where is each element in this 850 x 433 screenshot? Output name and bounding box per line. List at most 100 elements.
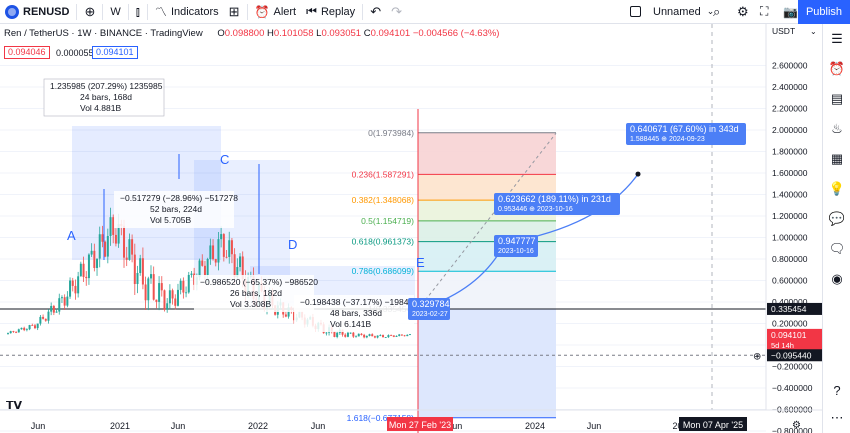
settings-button[interactable]: ⚙ <box>732 0 754 24</box>
time-tick-label: 2024 <box>525 421 545 431</box>
crosshair-price-label: −0.095440 <box>771 350 812 360</box>
chart-type-button[interactable]: ⫾ <box>131 0 145 24</box>
projection-label: 1.588445 ⊕ 2024-09-23 <box>630 136 705 143</box>
candle-body <box>133 254 136 285</box>
legend-close: 0.094101 <box>370 28 411 39</box>
replay-button[interactable]: ⏮ Replay <box>301 0 360 24</box>
notifications-button[interactable]: 🗨 <box>823 234 850 264</box>
hotlists-button[interactable]: ♨ <box>823 114 850 144</box>
candle-body <box>60 297 63 299</box>
candle-body <box>230 240 233 255</box>
projection-label: 0.623662 (189.11%) in 231d <box>498 194 611 204</box>
layout-menu-button[interactable]: Unnamed ⌄ <box>625 0 719 24</box>
candle-body <box>212 245 215 260</box>
sell-price-box[interactable]: 0.094046 <box>4 46 50 59</box>
candle-body <box>93 250 96 268</box>
candle-body <box>333 331 336 337</box>
indicators-button[interactable]: 〽 Indicators <box>150 0 224 24</box>
projection-label: 2023-02-27 <box>412 311 448 318</box>
candle-body <box>368 334 371 336</box>
compare-button[interactable]: ⊕ <box>79 0 100 24</box>
interval-button[interactable]: W <box>105 0 125 24</box>
fib-level-label: 0.786(0.686099) <box>352 266 415 276</box>
redo-icon: ↷ <box>391 3 402 19</box>
candles-icon: ⫾ <box>135 3 140 19</box>
symbol-search[interactable]: RENUSD <box>0 0 74 24</box>
search-button[interactable]: ⌕ <box>708 0 725 24</box>
price-tick-label: 0.800000 <box>772 254 808 264</box>
add-alert-icon: ⊕ <box>753 351 761 362</box>
candle-body <box>395 335 398 337</box>
candle-body <box>52 305 55 313</box>
candle-body <box>203 265 206 276</box>
fullscreen-button[interactable]: ⛶ <box>755 0 773 24</box>
watchlist-button[interactable]: ☰ <box>823 24 850 54</box>
legend-high: 0.101058 <box>273 28 314 39</box>
candle-body <box>101 234 104 242</box>
grid-icon: ⊞ <box>228 3 240 19</box>
time-tick-label: Jun <box>311 421 326 431</box>
candle-body <box>409 334 411 335</box>
candle-body <box>241 256 244 280</box>
measure-label-bg <box>294 295 414 332</box>
candle-body <box>141 258 144 285</box>
price-tick-label: 2.200000 <box>772 104 808 114</box>
templates-button[interactable]: ⊞ <box>224 0 245 24</box>
candle-body <box>136 272 139 285</box>
divider <box>127 3 129 20</box>
ideas-button[interactable]: 💡 <box>823 174 850 204</box>
candle-body <box>349 332 352 334</box>
help-button[interactable]: ? <box>823 375 850 405</box>
candle-body <box>376 335 379 338</box>
candle-body <box>66 296 69 306</box>
candle-body <box>77 276 80 294</box>
time-axis[interactable]: Jun2021Jun2022JunJun2024Jun202Mon 27 Feb… <box>0 409 822 431</box>
price-tick-label: 0.600000 <box>772 276 808 286</box>
fib-level-label: 0.382(1.348068) <box>352 195 415 205</box>
candle-body <box>382 335 385 338</box>
chart-canvas[interactable]: 0(1.973984) 0.236(1.587291) 0.382(1.348068… <box>0 24 822 433</box>
fib-zone <box>418 132 556 175</box>
candle-body <box>174 298 177 306</box>
calendar-button[interactable]: ▦ <box>823 144 850 174</box>
candle-body <box>217 239 220 263</box>
legend-o-label: O <box>217 28 225 39</box>
ren-logo-icon <box>5 4 19 19</box>
candle-body <box>15 332 18 333</box>
snapshot-button[interactable]: 📷 <box>778 0 803 24</box>
countdown-label: 5d 14h <box>771 341 794 350</box>
top-toolbar: RENUSD ⊕ W ⫾ 〽 Indicators ⊞ ⏰ Alert ⏮ Re… <box>0 0 850 24</box>
chats-button[interactable]: 💬 <box>823 204 850 234</box>
projection-label-bg <box>494 235 538 257</box>
candle-body <box>325 332 328 334</box>
more-button[interactable]: ⋯ <box>823 403 850 433</box>
alerts-button[interactable]: ⏰ <box>823 54 850 84</box>
measure-label: −0.198438 (−37.17%) −198438 <box>300 297 418 307</box>
candle-body <box>79 263 82 277</box>
candle-body <box>206 259 209 276</box>
list-icon: ☰ <box>831 31 843 46</box>
projection-label-bg <box>626 123 746 145</box>
buy-price-box[interactable]: 0.094101 <box>92 46 138 59</box>
replay-label: Replay <box>320 5 356 18</box>
candle-body <box>36 323 39 329</box>
price-tick-label: −0.200000 <box>772 362 813 372</box>
candle-body <box>185 292 188 294</box>
candle-body <box>344 334 347 337</box>
replay-icon: ⏮ <box>306 4 317 18</box>
data-window-button[interactable]: ▤ <box>823 84 850 114</box>
fire-icon: ♨ <box>831 121 843 136</box>
redo-button[interactable]: ↷ <box>386 0 407 24</box>
price-tick-label: 2.000000 <box>772 125 808 135</box>
fib-zone-extension <box>418 308 556 418</box>
candle-body <box>131 239 134 255</box>
streams-button[interactable]: ◉ <box>823 264 850 294</box>
candle-body <box>363 334 366 338</box>
candle-body <box>96 258 99 268</box>
candle-body <box>98 234 101 259</box>
price-axis[interactable]: USDT ⌄ 2.600000 2.400000 2.200000 2.000000 1.8… <box>753 24 822 433</box>
alert-button[interactable]: ⏰ Alert <box>250 0 302 24</box>
publish-button[interactable]: Publish <box>798 0 850 24</box>
undo-button[interactable]: ↶ <box>365 0 386 24</box>
candle-body <box>166 303 169 310</box>
